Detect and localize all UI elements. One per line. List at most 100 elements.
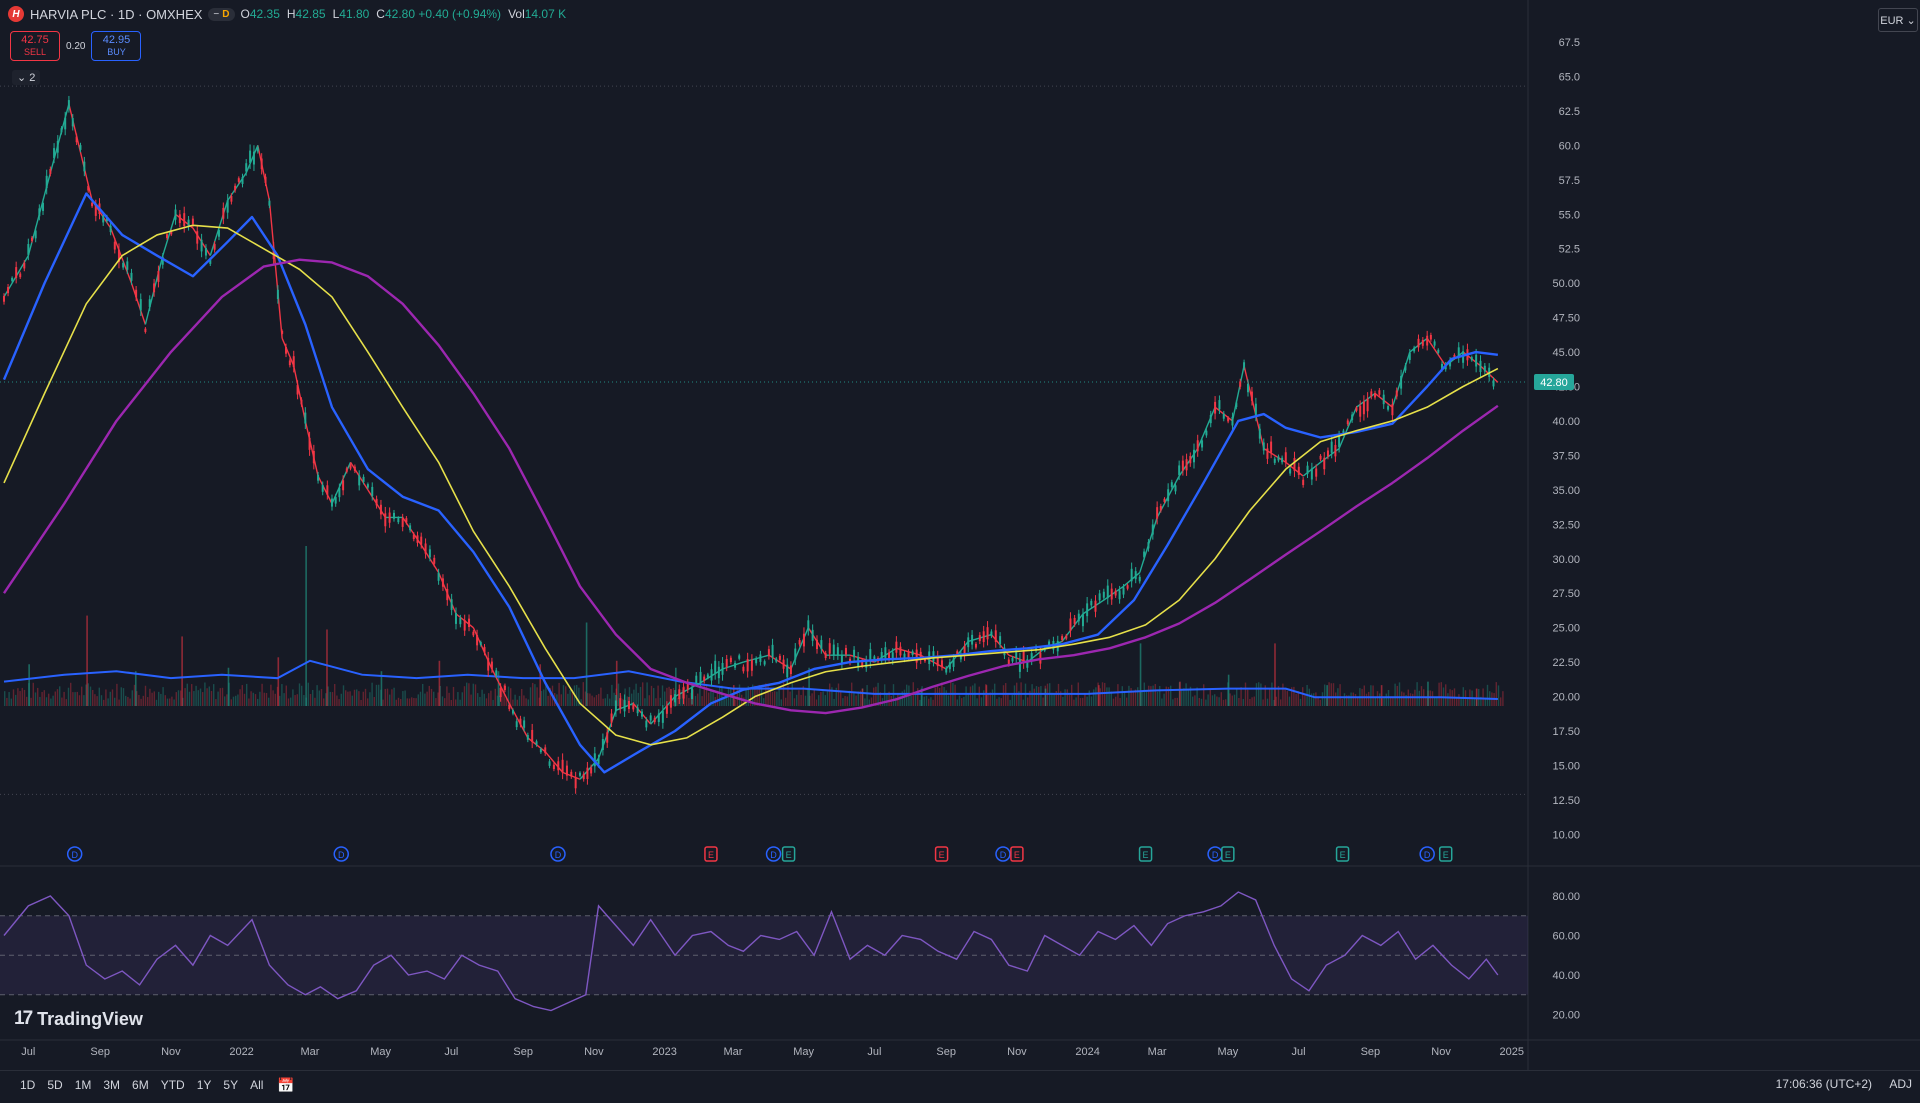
volume-bar (532, 682, 534, 706)
volume-bar (455, 699, 457, 706)
candle-body (1174, 485, 1177, 492)
range-6m-button[interactable]: 6M (132, 1078, 149, 1092)
candle-body (746, 658, 749, 672)
volume-bar (633, 689, 635, 706)
volume-bar (1484, 697, 1486, 706)
candle-body (706, 674, 709, 678)
candle-body (1374, 392, 1377, 398)
volume-bar (1251, 697, 1253, 706)
candle-body (725, 658, 728, 668)
volume-bar (1310, 693, 1313, 706)
volume-bar (470, 694, 472, 706)
clock-readout[interactable]: 17:06:36 (UTC+2) (1775, 1077, 1872, 1091)
candle-body (1395, 390, 1398, 397)
range-5d-button[interactable]: 5D (47, 1078, 63, 1092)
volume-bar (246, 683, 248, 706)
volume-bar (72, 692, 74, 706)
volume-bar (560, 694, 562, 706)
calendar-icon[interactable]: 📅 (277, 1076, 295, 1093)
price-tick-label: 62.5 (1559, 106, 1580, 118)
candle-body (1185, 459, 1188, 471)
candle-body (526, 735, 529, 740)
volume-bar (1134, 689, 1137, 706)
volume-bar (556, 694, 558, 706)
volume-bar (138, 694, 140, 706)
candle-body (109, 225, 112, 233)
range-ytd-button[interactable]: YTD (160, 1078, 185, 1092)
candle-body (1359, 405, 1362, 417)
range-1d-button[interactable]: 1D (20, 1078, 36, 1092)
symbol-title[interactable]: HARVIA PLC · 1D · OMXHEX (30, 6, 203, 22)
buy-button[interactable]: 42.95 BUY (91, 31, 142, 61)
price-segment (544, 751, 564, 773)
volume-bar (626, 696, 628, 706)
range-5y-button[interactable]: 5Y (223, 1078, 239, 1092)
candle-body (300, 399, 303, 405)
volume-bar (1247, 689, 1249, 706)
data-delay-badge[interactable]: − D (208, 7, 235, 21)
volume-bar (1438, 682, 1440, 706)
volume-bar (340, 693, 342, 706)
volume-bar (976, 698, 978, 706)
volume-bar (1013, 685, 1016, 706)
candle-body (512, 710, 515, 714)
candle-body (815, 639, 818, 650)
currency-select[interactable]: EUR ⌄ (1878, 8, 1918, 32)
indicators-collapse-toggle[interactable]: ⌄ 2 (12, 70, 41, 85)
volume-bar (1079, 698, 1082, 706)
candle-body (574, 777, 577, 789)
volume-bar (923, 696, 925, 706)
candle-body (1281, 457, 1284, 463)
volume-bar (318, 690, 320, 706)
volume-bar (474, 684, 477, 706)
volume-bar (37, 687, 39, 706)
event-marker-label: E (939, 850, 945, 860)
volume-bar (479, 696, 481, 706)
candle-body (237, 178, 240, 182)
price-segment (304, 420, 319, 477)
volume-bar (375, 684, 378, 706)
volume-bar (1319, 699, 1321, 706)
range-3m-button[interactable]: 3M (103, 1078, 121, 1092)
range-1m-button[interactable]: 1M (74, 1078, 92, 1092)
candle-body (292, 356, 295, 368)
volume-bar (1126, 697, 1128, 706)
volume-bar (169, 698, 171, 706)
volume-bar (844, 695, 846, 706)
volume-bar (734, 699, 736, 706)
candle-body (433, 557, 436, 564)
range-1y-button[interactable]: 1Y (196, 1078, 212, 1092)
volume-bar (419, 691, 422, 706)
volume-bar (1176, 697, 1178, 706)
volume-bar (749, 687, 752, 706)
range-all-button[interactable]: All (250, 1078, 264, 1092)
volume-bar (1436, 697, 1438, 706)
volume-bar (283, 693, 285, 706)
volume-bar (217, 691, 219, 706)
volume-bar (767, 685, 769, 706)
candle-body (632, 704, 635, 710)
volume-bar (598, 693, 600, 706)
adj-toggle[interactable]: ADJ (1889, 1077, 1912, 1091)
candle-body (230, 196, 233, 202)
candle-body (1077, 613, 1080, 622)
volume-bar (719, 685, 721, 706)
candle-body (1159, 505, 1162, 511)
price-tick-label: 47.50 (1552, 313, 1580, 325)
candle-body (252, 151, 255, 165)
candle-body (256, 147, 259, 152)
volume-bar (1189, 686, 1192, 706)
candle-body (1326, 450, 1329, 457)
sell-button[interactable]: 42.75 SELL (10, 31, 60, 61)
candle-body (610, 713, 613, 723)
volume-bar (1277, 685, 1280, 706)
volume-bar (1075, 697, 1077, 706)
price-tick-label: 10.00 (1552, 829, 1580, 841)
volume-spike (985, 685, 988, 706)
symbol-logo-icon[interactable]: H (8, 6, 24, 22)
candle-body (978, 635, 981, 642)
volume-bar (345, 690, 347, 706)
candle-body (362, 476, 365, 482)
